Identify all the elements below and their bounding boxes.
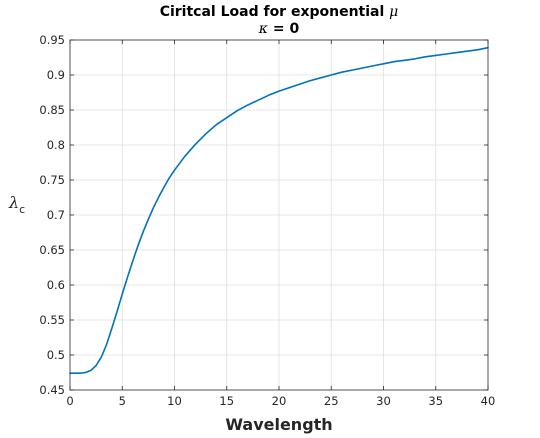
y-tick-label: 0.75 [39, 173, 65, 187]
y-axis-label: λc [8, 193, 25, 216]
y-tick-label: 0.9 [47, 68, 65, 82]
y-tick-label: 0.55 [39, 313, 65, 327]
ticks [69, 39, 489, 391]
x-tick-label: 0 [66, 394, 73, 408]
x-tick-label: 30 [376, 394, 391, 408]
grid [70, 40, 488, 390]
x-tick-label: 35 [428, 394, 443, 408]
series-line [69, 46, 489, 375]
y-tick-label: 0.8 [47, 138, 65, 152]
y-tick-label: 0.65 [39, 243, 65, 257]
y-tick-label: 0.6 [47, 278, 65, 292]
x-tick-label: 25 [324, 394, 339, 408]
chart-title-line1: Ciritcal Load for exponential μ [160, 4, 399, 20]
x-tick-label: 5 [119, 394, 126, 408]
y-tick-label: 0.7 [47, 208, 65, 222]
y-tick-label: 0.45 [39, 383, 65, 397]
x-tick-label: 20 [272, 394, 287, 408]
chart-title-line2: κ = 0 [258, 21, 300, 37]
y-tick-label: 0.95 [39, 33, 65, 47]
x-tick-label: 40 [481, 394, 496, 408]
y-tick-label: 0.5 [47, 348, 65, 362]
x-tick-labels: 0 5 10 15 20 25 30 35 40 [66, 394, 495, 408]
x-axis-label: Wavelength [225, 415, 332, 434]
curve-layer [69, 46, 489, 375]
y-tick-labels: 0.45 0.5 0.55 0.6 0.65 0.7 0.75 0.8 0.85 0.9 0.95 [39, 33, 65, 397]
x-tick-label: 15 [219, 394, 234, 408]
x-tick-label: 10 [167, 394, 182, 408]
y-tick-label: 0.85 [39, 103, 65, 117]
